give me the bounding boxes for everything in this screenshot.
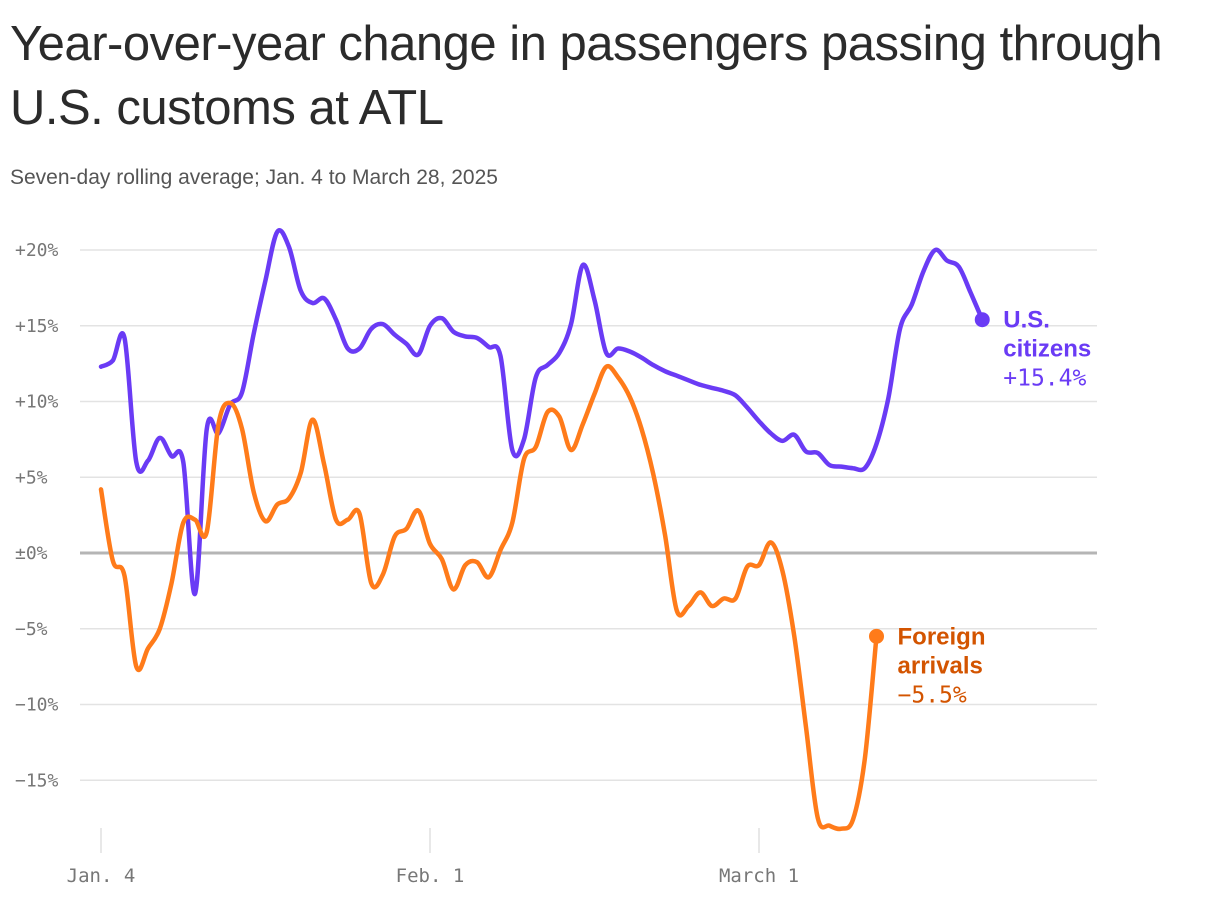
y-tick-label: −10% [15,695,59,716]
chart-subtitle: Seven-day rolling average; Jan. 4 to Mar… [10,166,498,189]
y-tick-label: +20% [15,240,59,261]
y-tick-label: +10% [15,392,59,413]
x-axis: Jan. 4 Feb. 1 March 1 [67,828,799,887]
foreign-arrivals-label: Foreign [898,623,986,650]
u-s-citizens-end-point [974,312,990,328]
chart-title: Year-over-year change in passengers pass… [10,17,1163,135]
y-tick-label: −15% [15,770,59,791]
u-s-citizens-value-label: +15.4% [1003,366,1086,392]
u-s-citizens-label: citizens [1003,336,1091,363]
y-tick-label: −5% [15,619,48,640]
foreign-arrivals-label: arrivals [898,652,983,679]
series-lines [98,228,990,832]
x-tick-label: Jan. 4 [67,865,136,887]
x-tick-label: March 1 [719,865,799,887]
foreign-arrivals-value-label: −5.5% [898,682,967,708]
foreign-arrivals-end-point [869,628,884,644]
foreign-arrivals-line [98,363,879,832]
x-tick-label: Feb. 1 [396,865,465,887]
gridlines: +20% +15% +10% +5% ±0% −5% −10% −15% [15,240,1097,791]
y-tick-label: ±0% [15,543,48,564]
y-tick-label: +5% [15,467,48,488]
y-tick-label: +15% [15,316,59,337]
u-s-citizens-line [98,228,985,597]
u-s-citizens-label: U.S. [1003,307,1050,334]
